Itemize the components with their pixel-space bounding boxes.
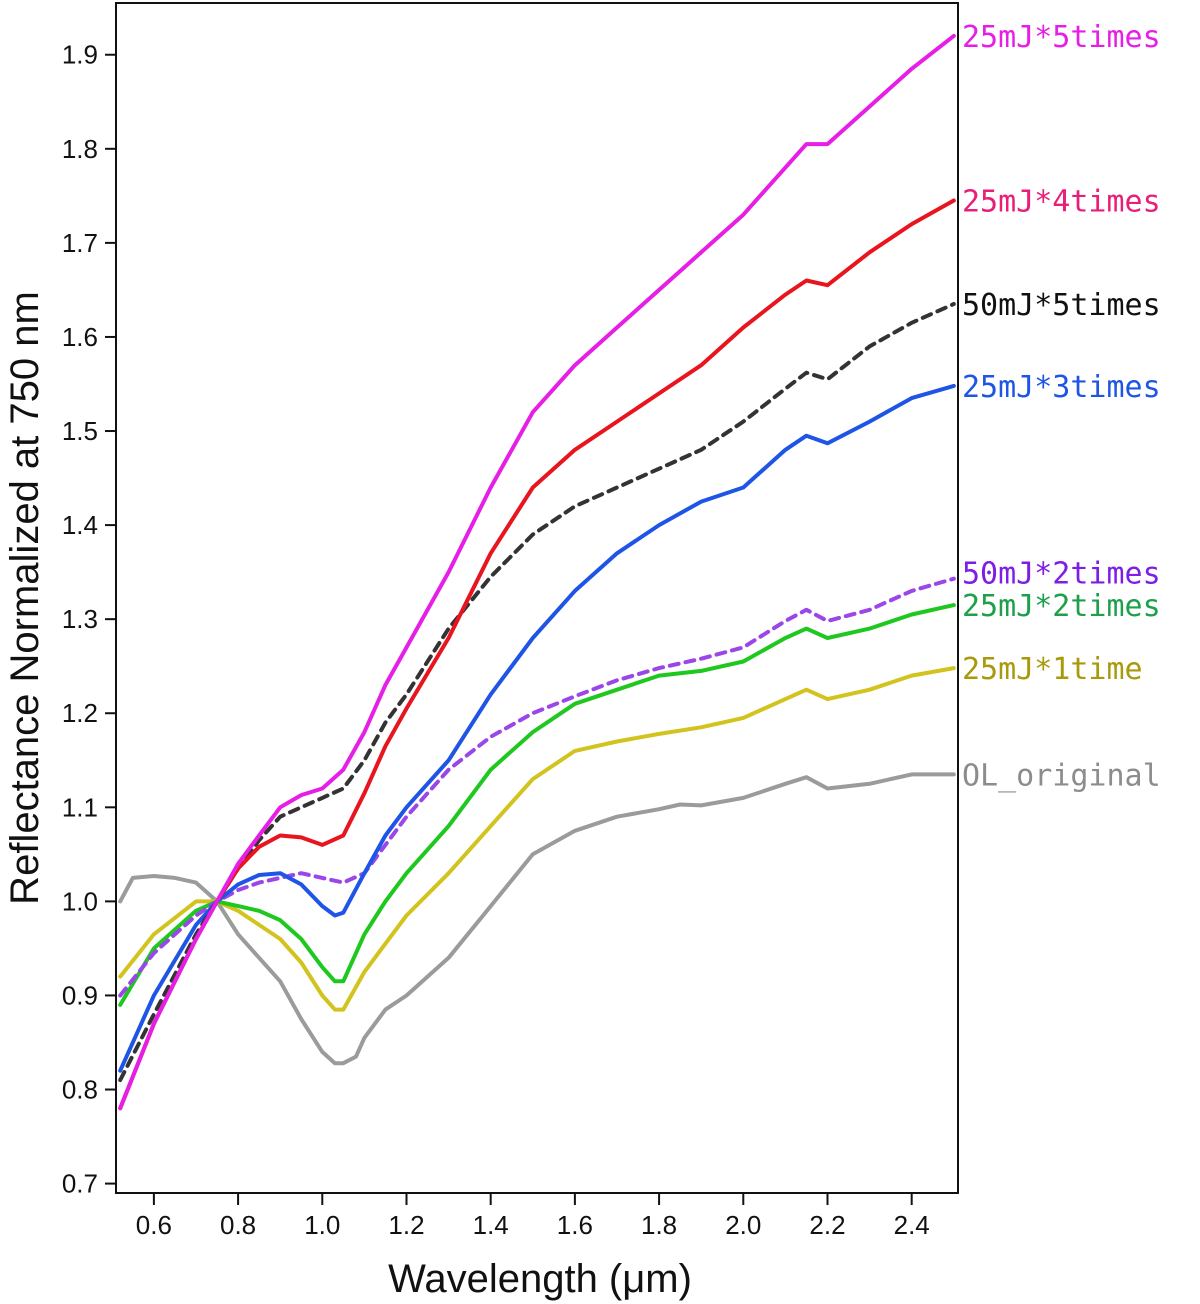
series-label: OL_original <box>962 758 1161 793</box>
x-tick-label: 2.0 <box>725 1210 761 1240</box>
x-axis-title: Wavelength (μm) <box>388 1257 692 1301</box>
series-label: 25mJ*1time <box>962 652 1143 687</box>
series-label: 25mJ*3times <box>962 370 1161 405</box>
y-axis-ticks: 0.7 0.8 0.9 1.0 1.1 1.2 1.3 1.4 1.5 1.6 1.7 1.8 1.9 <box>62 40 116 1199</box>
x-tick-label: 1.4 <box>473 1210 509 1240</box>
y-tick-label: 1.6 <box>62 322 98 352</box>
series-line-25mJ*3times <box>118 383 956 1073</box>
series-label: 50mJ*5times <box>962 288 1161 323</box>
y-tick-label: 1.4 <box>62 510 98 540</box>
series-line-25mJ*5times <box>118 33 956 1111</box>
y-tick-label: 0.9 <box>62 980 98 1010</box>
series-label: 50mJ*2times <box>962 557 1161 592</box>
x-tick-label: 2.2 <box>809 1210 845 1240</box>
series-label: 25mJ*2times <box>962 589 1161 624</box>
x-tick-label: 1.8 <box>641 1210 677 1240</box>
series-line-25mJ*2times <box>118 603 956 1007</box>
series-label: 25mJ*5times <box>962 20 1161 55</box>
plot-frame <box>115 2 959 1194</box>
x-tick-label: 1.0 <box>304 1210 340 1240</box>
y-tick-label: 0.8 <box>62 1075 98 1105</box>
y-tick-label: 1.9 <box>62 40 98 70</box>
x-tick-label: 1.6 <box>557 1210 593 1240</box>
x-tick-label: 2.4 <box>894 1210 930 1240</box>
y-tick-label: 1.7 <box>62 228 98 258</box>
x-tick-label: 0.6 <box>136 1210 172 1240</box>
series-line-OL_original <box>118 772 956 1066</box>
y-tick-label: 0.7 <box>62 1169 98 1199</box>
y-tick-label: 1.0 <box>62 886 98 916</box>
y-axis-title: Reflectance Normalized at 750 nm <box>3 291 47 905</box>
y-tick-label: 1.3 <box>62 604 98 634</box>
y-tick-label: 1.2 <box>62 698 98 728</box>
series-lines <box>118 33 956 1111</box>
x-tick-label: 1.2 <box>388 1210 424 1240</box>
y-tick-label: 1.1 <box>62 792 98 822</box>
series-labels: 25mJ*5times 25mJ*4times 50mJ*5times 25mJ*3t… <box>962 20 1161 793</box>
series-label: 25mJ*4times <box>962 185 1161 220</box>
series-line-50mJ*2times <box>118 576 956 998</box>
x-tick-label: 0.8 <box>220 1210 256 1240</box>
series-line-25mJ*4times <box>118 198 956 1111</box>
y-tick-label: 1.8 <box>62 134 98 164</box>
series-line-25mJ*1time <box>118 666 956 1012</box>
x-axis-ticks: 0.6 0.8 1.0 1.2 1.4 1.6 1.8 2.0 2.2 2.4 <box>136 1193 930 1240</box>
y-tick-label: 1.5 <box>62 416 98 446</box>
